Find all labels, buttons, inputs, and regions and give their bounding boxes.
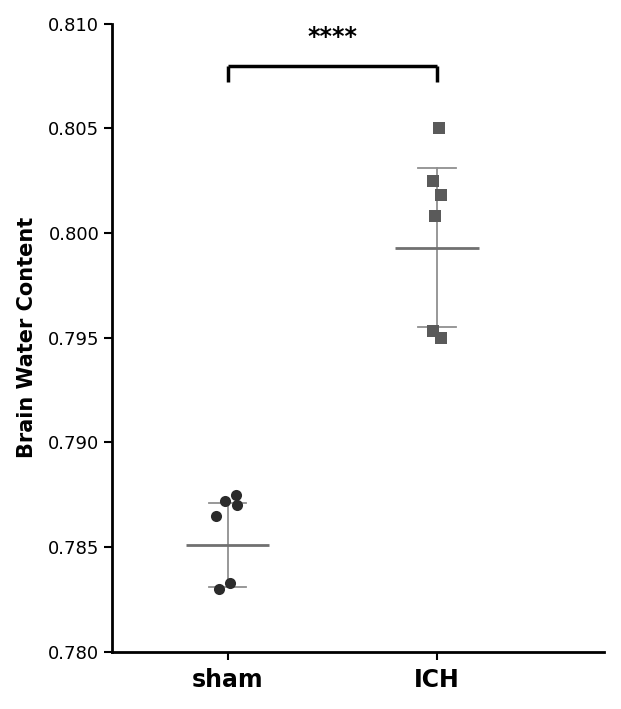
Y-axis label: Brain Water Content: Brain Water Content xyxy=(17,217,37,458)
Text: ****: **** xyxy=(307,25,357,49)
